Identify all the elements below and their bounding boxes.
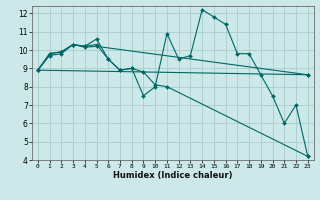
X-axis label: Humidex (Indice chaleur): Humidex (Indice chaleur)	[113, 171, 233, 180]
